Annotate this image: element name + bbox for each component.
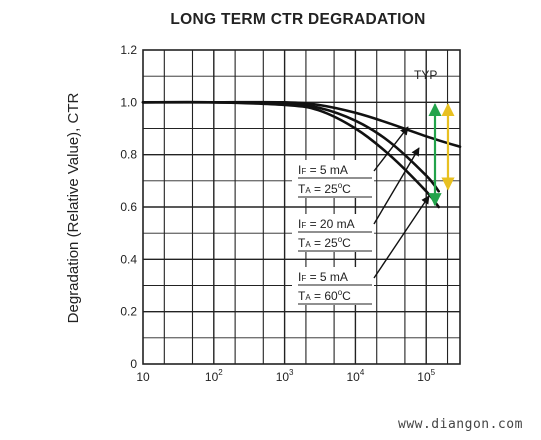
- y-tick-label: 0.2: [120, 305, 137, 319]
- x-tick-label: 105: [417, 368, 435, 384]
- range-arrows: [428, 103, 455, 207]
- series-line-3: [141, 100, 440, 209]
- x-tick-label: 103: [276, 368, 294, 384]
- note-bg: [292, 214, 374, 252]
- note-ta-3: TA = 60oC: [298, 288, 351, 303]
- chart-title: LONG TERM CTR DEGRADATION: [170, 11, 425, 28]
- note-if-1: IF = 5 mA: [298, 163, 348, 177]
- note-bg: [292, 267, 374, 305]
- y-tick-label: 0.6: [120, 200, 137, 214]
- note-if-2: IF = 20 mA: [298, 217, 355, 231]
- note-ta-2: TA = 25oC: [298, 235, 351, 250]
- y-tick-label: 0: [130, 357, 137, 371]
- y-tick-label: 0.4: [120, 252, 137, 266]
- y-tick-label: 0.8: [120, 148, 137, 162]
- annotation-typ: TYP: [414, 68, 437, 82]
- condition-notes: IF = 5 mA TA = 25oC IF = 20 mA TA = 25oC IF …: [292, 160, 374, 305]
- x-tick-label: 102: [205, 368, 223, 384]
- y-axis-label: Degradation (Relative Value), CTR: [65, 93, 82, 324]
- leader-arrow-2: [373, 147, 420, 225]
- note-bg: [292, 160, 374, 198]
- leader-arrow-1: [373, 126, 409, 172]
- note-ta-1: TA = 25oC: [298, 181, 351, 196]
- y-tick-labels: 0 0.2 0.4 0.6 0.8 1.0 1.2: [120, 43, 137, 371]
- y-tick-label: 1.2: [120, 43, 137, 57]
- note-if-3: IF = 5 mA: [298, 270, 348, 284]
- x-tick-labels: 10 102 103 104 105: [136, 368, 435, 384]
- x-tick-label: 10: [136, 370, 150, 384]
- grid: [142, 49, 461, 365]
- series-group: [141, 100, 462, 209]
- watermark: www.diangon.com: [398, 417, 523, 432]
- x-tick-label: 104: [347, 368, 365, 384]
- leader-arrows: [373, 126, 430, 279]
- series-line-1: [141, 100, 462, 149]
- y-tick-label: 1.0: [120, 95, 137, 109]
- series-line-2: [141, 100, 440, 193]
- leader-arrow-3: [373, 195, 430, 279]
